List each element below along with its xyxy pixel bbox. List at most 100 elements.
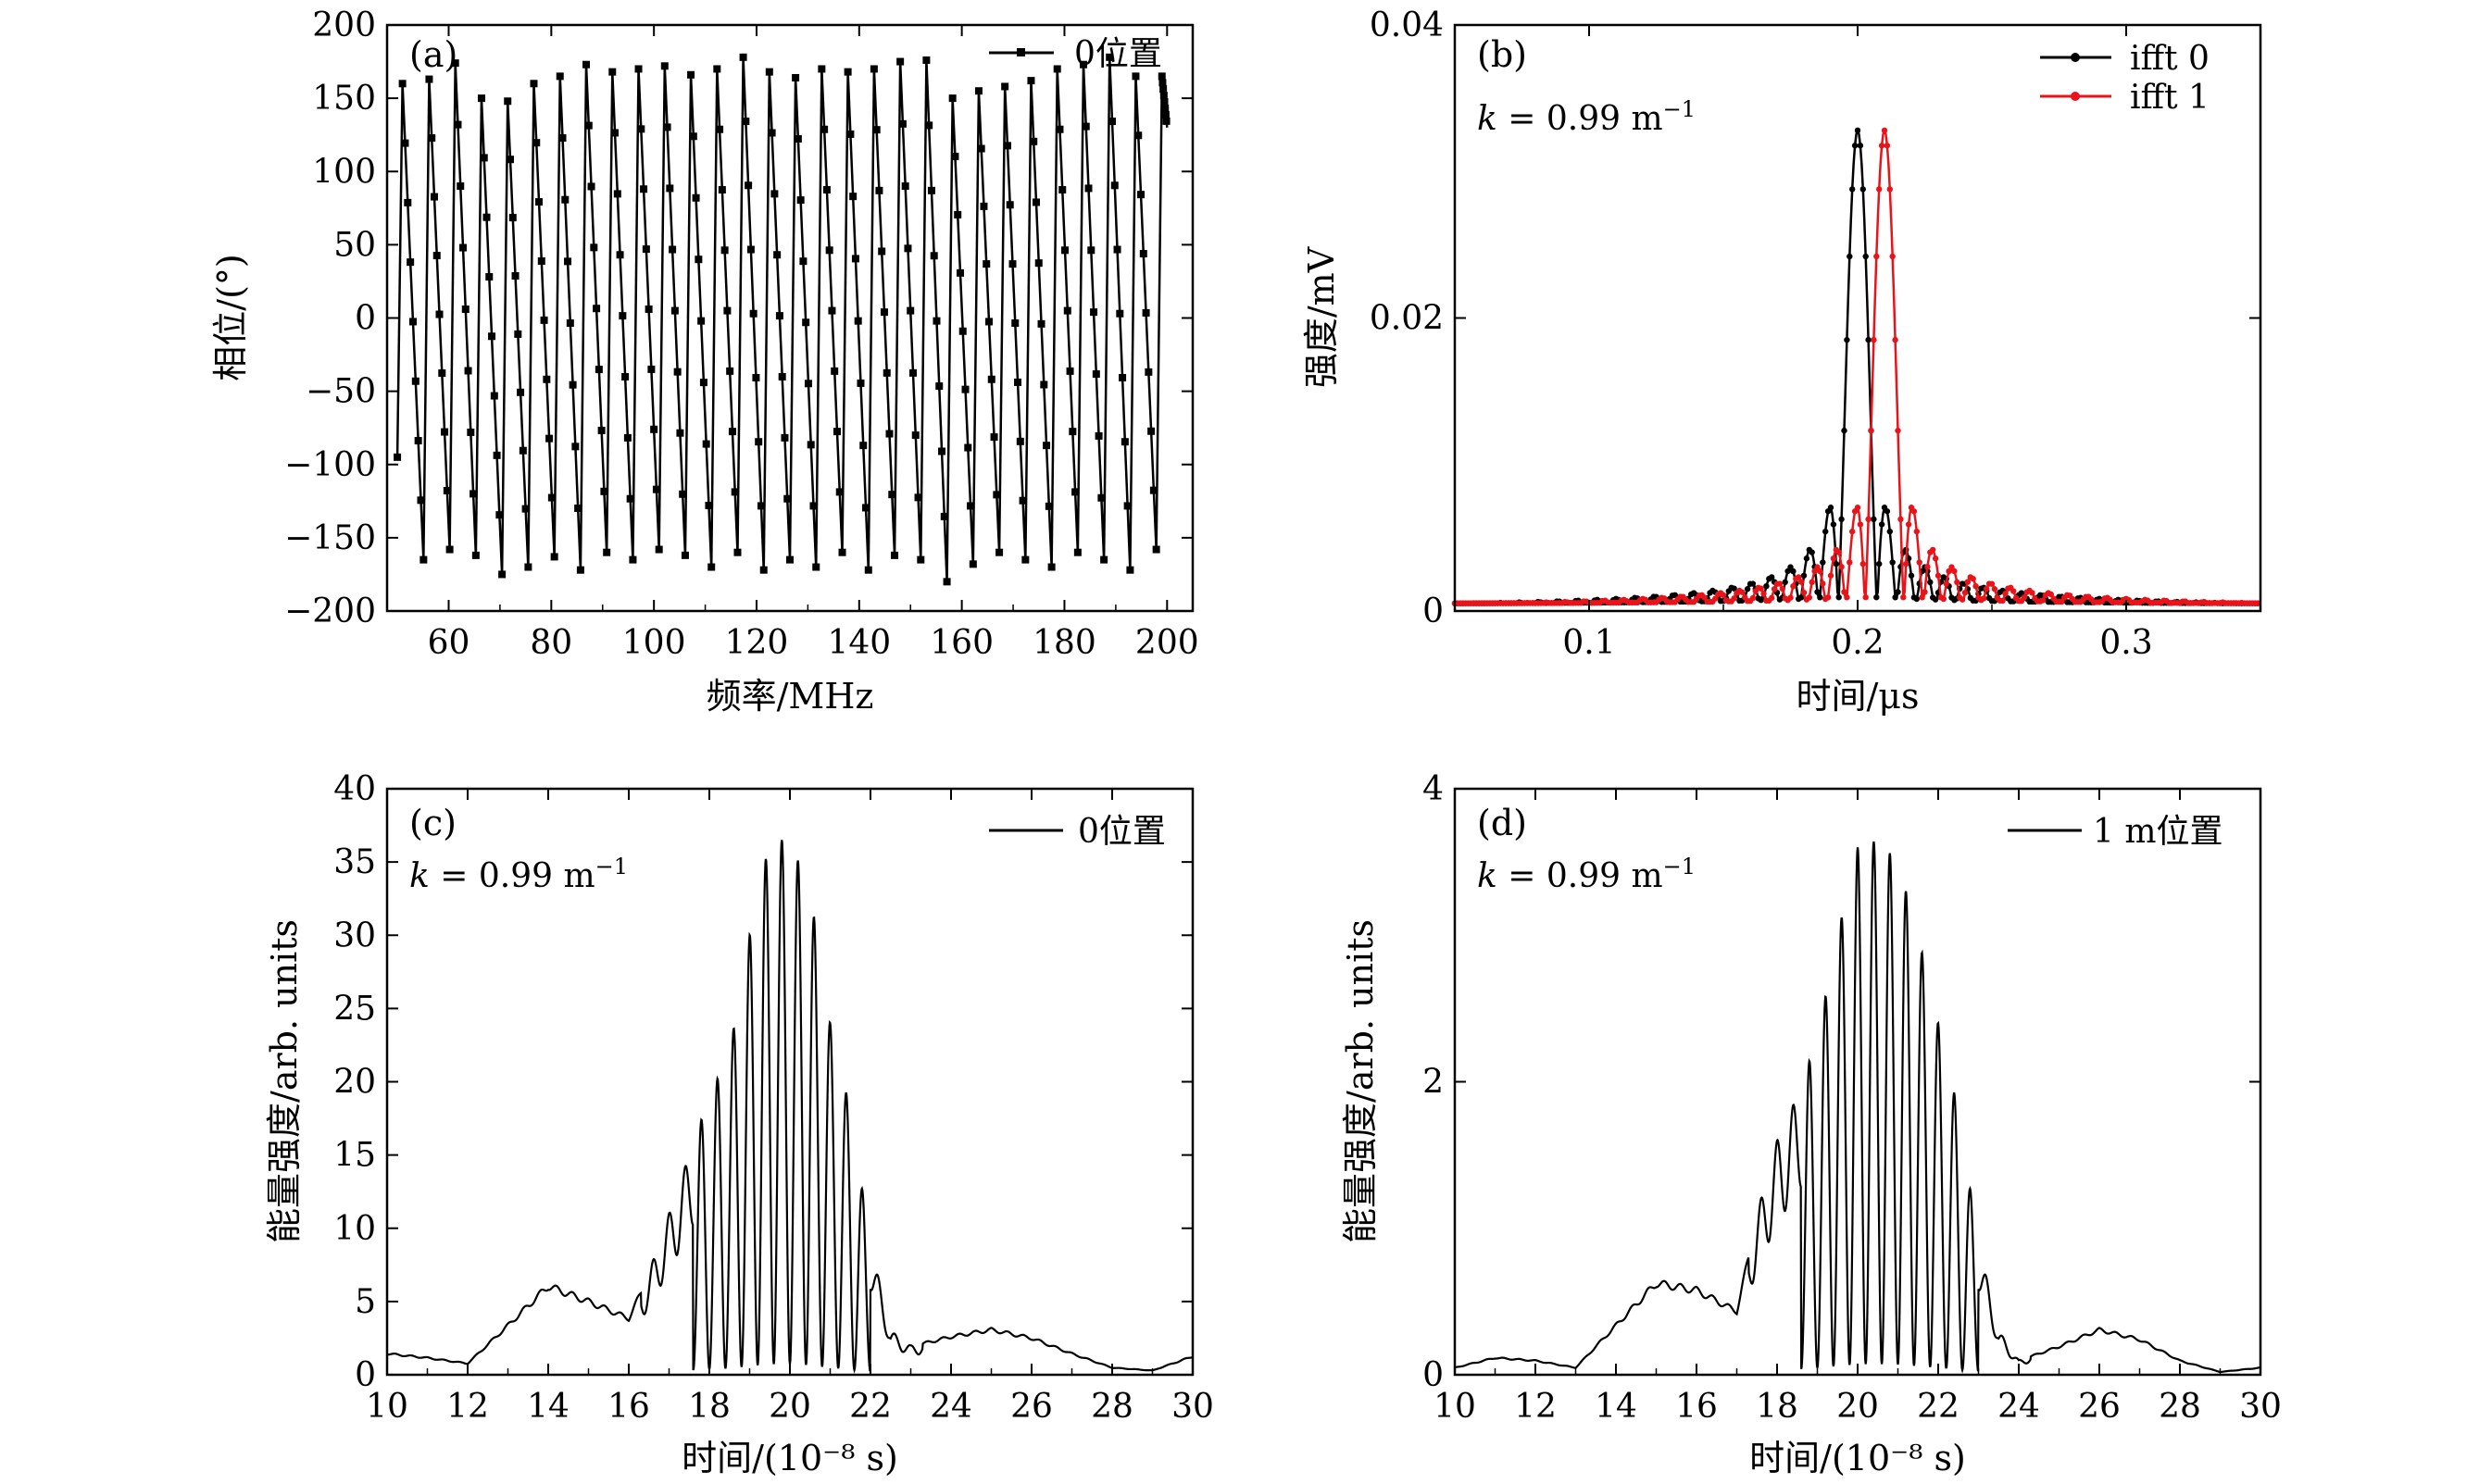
legend-c: 0位置: [989, 813, 1166, 851]
marker-a: [1145, 368, 1153, 376]
marker-a: [849, 193, 858, 201]
y-tick-label-c: 30: [333, 917, 376, 954]
marker-a: [1058, 186, 1067, 194]
marker-b-1: [1749, 594, 1757, 602]
y-tick-label-c: 5: [355, 1283, 376, 1321]
marker-a: [584, 121, 593, 130]
y-tick-label-a: 100: [312, 153, 376, 191]
marker-a: [540, 316, 548, 324]
marker-a: [792, 73, 800, 81]
marker-a: [1160, 98, 1169, 106]
x-tick-label-c: 28: [1091, 1388, 1133, 1426]
marker-b-0: [1847, 253, 1853, 260]
marker-a: [1106, 53, 1114, 61]
marker-a: [1090, 308, 1098, 317]
marker-a: [699, 379, 707, 387]
marker-b-1: [1981, 595, 1987, 602]
marker-a: [883, 368, 891, 377]
marker-a: [608, 68, 617, 76]
marker-a: [812, 563, 820, 571]
marker-a: [419, 555, 428, 564]
marker-b-1: [1720, 592, 1727, 599]
y-axis-label-c: 能量强度/arb. units: [264, 919, 305, 1243]
x-tick-label-d: 28: [2159, 1388, 2201, 1426]
marker-b-1: [1859, 560, 1867, 567]
marker-a: [755, 438, 763, 446]
marker-a: [556, 72, 564, 81]
marker-a: [435, 310, 444, 318]
marker-a: [595, 366, 603, 374]
marker-a: [689, 132, 697, 141]
x-tick-label-a: 160: [930, 624, 994, 662]
marker-a: [752, 373, 760, 381]
marker-a: [925, 121, 933, 130]
marker-a: [835, 488, 844, 496]
marker-a: [775, 312, 783, 320]
marker-a: [862, 504, 870, 512]
series-line-c: [386, 840, 1193, 1374]
marker-a: [1152, 545, 1160, 554]
y-tick-label-a: −150: [284, 519, 376, 557]
marker-a: [1066, 367, 1074, 375]
marker-a: [493, 451, 501, 459]
marker-b-0: [1838, 516, 1845, 523]
y-axis-label-a: 相位/(°): [210, 254, 251, 380]
panel-b: 0.1 0.2 0.3 0 0.02 0.04 (b) k = 0.99 m−1 ifft…: [1301, 6, 2262, 717]
marker-a: [844, 68, 852, 76]
marker-b-0: [1892, 594, 1898, 601]
x-tick-label-d: 12: [1514, 1388, 1557, 1426]
marker-a: [695, 256, 703, 264]
marker-a: [930, 252, 938, 260]
marker-a: [571, 443, 580, 451]
marker-a: [623, 433, 632, 442]
marker-b-0: [1851, 143, 1859, 149]
marker-b-1: [1876, 186, 1883, 193]
x-tick-label-d: 30: [2239, 1388, 2282, 1426]
marker-a: [1063, 306, 1071, 315]
marker-a: [428, 134, 436, 143]
marker-b-1: [1900, 593, 1907, 601]
marker-b-1: [1790, 582, 1797, 590]
panel-label-a: (a): [409, 34, 457, 75]
marker-a: [723, 306, 732, 315]
x-tick-label-a: 140: [827, 624, 891, 662]
series-line-b-0: [1454, 127, 2260, 605]
marker-a: [470, 490, 478, 498]
marker-b-1: [1797, 579, 1805, 585]
marker-b-0: [1862, 253, 1869, 260]
marker-a: [681, 551, 689, 559]
marker-b-1: [1830, 555, 1837, 562]
marker-a: [611, 129, 620, 137]
marker-b-1: [1892, 336, 1898, 343]
marker-a: [1027, 77, 1035, 85]
marker-b-1: [1758, 585, 1764, 592]
legend-a: 0位置: [989, 35, 1162, 73]
marker-a: [697, 317, 706, 325]
marker-a: [626, 494, 634, 503]
marker-a: [943, 578, 951, 586]
marker-a: [398, 80, 407, 88]
marker-a: [679, 490, 687, 498]
marker-a: [445, 545, 454, 554]
marker-a: [457, 182, 465, 191]
marker-a: [1113, 245, 1121, 254]
marker-b-0: [1820, 559, 1826, 566]
marker-a: [1019, 496, 1027, 505]
marker-b-1: [1760, 591, 1767, 597]
marker-b-1: [1964, 579, 1972, 585]
y-tick-label-c: 35: [333, 843, 376, 881]
marker-a: [676, 429, 684, 437]
marker-b-1: [1739, 589, 1746, 595]
x-tick-label-c: 12: [446, 1388, 489, 1426]
marker-a: [993, 491, 1001, 499]
marker-a: [451, 59, 459, 68]
x-tick-label-d: 22: [1917, 1388, 1959, 1426]
marker-a: [569, 380, 577, 389]
marker-b-0: [1844, 336, 1850, 343]
marker-b-1: [1827, 572, 1834, 579]
marker-b-0: [1803, 555, 1810, 562]
x-tick-label-c: 30: [1171, 1388, 1214, 1426]
marker-a: [731, 488, 739, 496]
marker-a: [477, 94, 485, 103]
marker-a: [907, 306, 915, 315]
